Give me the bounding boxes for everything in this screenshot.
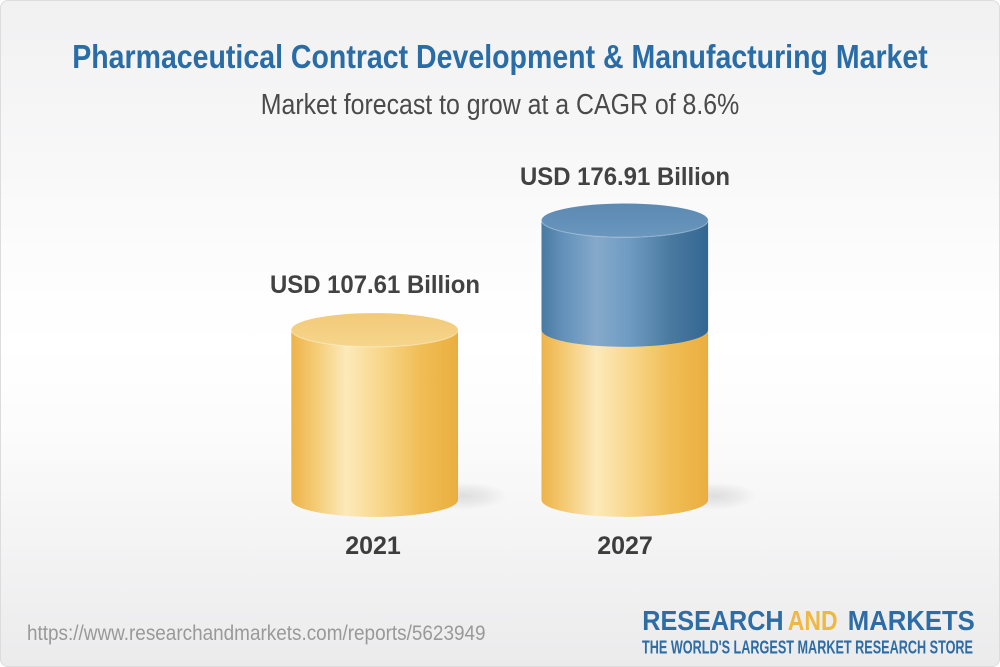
- svg-text:MARKETS: MARKETS: [848, 605, 975, 636]
- svg-text:THE WORLD'S LARGEST MARKET RES: THE WORLD'S LARGEST MARKET RESEARCH STOR…: [642, 636, 973, 657]
- svg-text:AND: AND: [788, 605, 838, 636]
- svg-text:RESEARCH: RESEARCH: [642, 605, 783, 636]
